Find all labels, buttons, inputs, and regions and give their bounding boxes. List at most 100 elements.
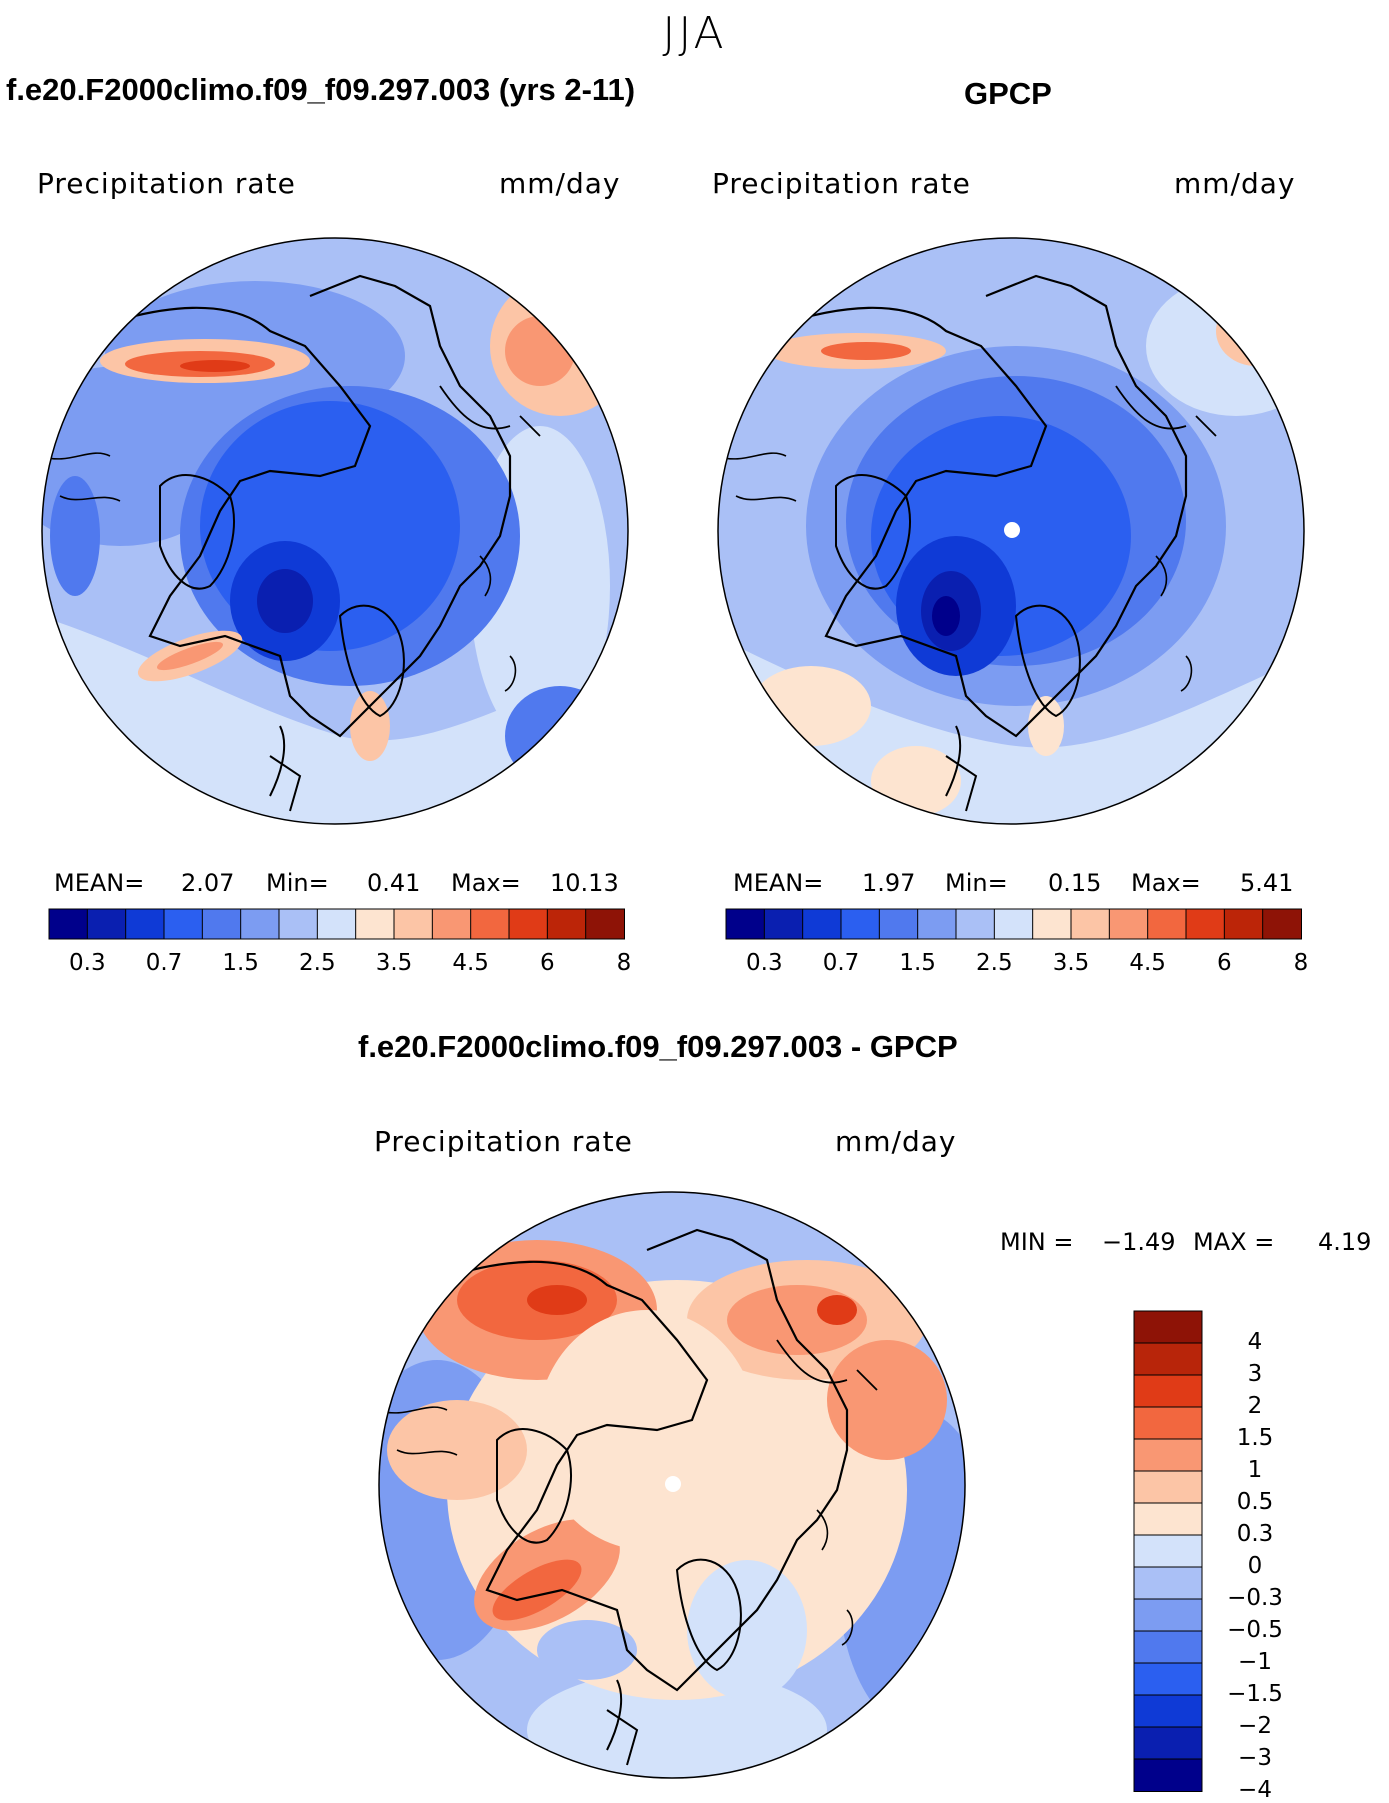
colorbar-swatch bbox=[431, 908, 472, 940]
model-polar-map bbox=[41, 237, 629, 825]
colorbar-swatch bbox=[917, 908, 957, 940]
difference-units-label: mm/day bbox=[835, 1125, 957, 1158]
colorbar-tick-label: 0.3 bbox=[1236, 1521, 1274, 1547]
colorbar-swatch bbox=[278, 908, 319, 940]
model-mean-value: 2.07 bbox=[181, 869, 235, 897]
colorbar-swatch bbox=[1147, 908, 1188, 940]
model-panel-title: f.e20.F2000climo.f09_f09.297.003 (yrs 2-… bbox=[6, 72, 636, 107]
model-max-label: Max= bbox=[451, 869, 521, 897]
difference-min-value: −1.49 bbox=[1102, 1228, 1176, 1256]
model-colorbar bbox=[48, 908, 625, 940]
colorbar-tick-label: 0.7 bbox=[145, 950, 183, 976]
colorbar-tick-label: 1 bbox=[1247, 1457, 1263, 1483]
difference-colorbar-ticks: 4 3 2 1.5 1 0.5 0.3 0 −0.3 −0.5 −1 −1.5 −2 −3 −4 bbox=[1210, 1311, 1320, 1803]
obs-colorbar bbox=[725, 908, 1302, 940]
colorbar-swatch bbox=[802, 908, 842, 940]
difference-min-label: MIN = bbox=[1000, 1228, 1074, 1256]
difference-max-value: 4.19 bbox=[1318, 1228, 1372, 1256]
colorbar-tick-label: 1.5 bbox=[1236, 1425, 1274, 1451]
model-variable-label: Precipitation rate bbox=[37, 167, 296, 200]
colorbar-tick-label: −2 bbox=[1238, 1713, 1272, 1739]
obs-min-value: 0.15 bbox=[1048, 869, 1102, 897]
colorbar-tick-label: 2.5 bbox=[299, 950, 336, 976]
colorbar-swatch bbox=[1133, 1502, 1203, 1536]
colorbar-swatch bbox=[470, 908, 511, 940]
model-mean-label: MEAN= bbox=[54, 869, 145, 897]
difference-polar-map bbox=[378, 1191, 966, 1779]
colorbar-swatch bbox=[1133, 1726, 1203, 1760]
colorbar-swatch bbox=[1133, 1758, 1203, 1792]
obs-mean-value: 1.97 bbox=[862, 869, 916, 897]
colorbar-swatch bbox=[355, 908, 396, 940]
colorbar-swatch bbox=[993, 908, 1034, 940]
colorbar-tick-label: 1.5 bbox=[222, 950, 259, 976]
colorbar-tick-label: −4 bbox=[1238, 1777, 1272, 1803]
colorbar-tick-label: 0.3 bbox=[746, 950, 783, 976]
obs-max-value: 5.41 bbox=[1240, 869, 1294, 897]
colorbar-swatch bbox=[240, 908, 280, 940]
colorbar-tick-label: 0.3 bbox=[69, 950, 106, 976]
colorbar-swatch bbox=[1133, 1534, 1203, 1568]
colorbar-tick-label: 6 bbox=[1217, 950, 1232, 976]
colorbar-swatch bbox=[1133, 1470, 1203, 1504]
colorbar-swatch bbox=[1133, 1566, 1203, 1600]
colorbar-tick-label: 2 bbox=[1247, 1393, 1263, 1419]
difference-title: f.e20.F2000climo.f09_f09.297.003 - GPCP bbox=[358, 1029, 958, 1064]
model-min-label: Min= bbox=[266, 869, 329, 897]
obs-panel-title: GPCP bbox=[964, 76, 1052, 111]
obs-mean-label: MEAN= bbox=[733, 869, 824, 897]
colorbar-swatch bbox=[1133, 1694, 1203, 1728]
colorbar-swatch bbox=[1185, 908, 1226, 940]
colorbar-swatch bbox=[585, 908, 625, 940]
colorbar-tick-label: −3 bbox=[1238, 1745, 1272, 1771]
colorbar-swatch bbox=[1133, 1310, 1203, 1344]
colorbar-tick-label: 3.5 bbox=[1052, 950, 1090, 976]
colorbar-swatch bbox=[163, 908, 204, 940]
obs-colorbar-ticks: 0.3 0.7 1.5 2.5 3.5 4.5 6 8 bbox=[726, 950, 1308, 980]
colorbar-swatch bbox=[1032, 908, 1073, 940]
colorbar-swatch bbox=[86, 908, 127, 940]
obs-max-label: Max= bbox=[1131, 869, 1201, 897]
colorbar-swatch bbox=[1133, 1406, 1203, 1440]
colorbar-swatch bbox=[316, 908, 357, 940]
model-min-value: 0.41 bbox=[367, 869, 421, 897]
colorbar-tick-label: 0 bbox=[1247, 1553, 1263, 1579]
colorbar-swatch bbox=[546, 908, 587, 940]
colorbar-tick-label: −0.5 bbox=[1227, 1617, 1283, 1643]
colorbar-swatch bbox=[955, 908, 996, 940]
obs-variable-label: Precipitation rate bbox=[712, 167, 971, 200]
colorbar-tick-label: 3 bbox=[1247, 1361, 1263, 1387]
colorbar-swatch bbox=[725, 908, 766, 940]
colorbar-swatch bbox=[1133, 1374, 1203, 1408]
season-title: JJA bbox=[662, 8, 727, 59]
model-max-value: 10.13 bbox=[550, 869, 619, 897]
obs-units-label: mm/day bbox=[1174, 167, 1296, 200]
colorbar-swatch bbox=[1262, 908, 1302, 940]
colorbar-swatch bbox=[1133, 1662, 1203, 1696]
model-colorbar-ticks: 0.3 0.7 1.5 2.5 3.5 4.5 6 8 bbox=[49, 950, 631, 980]
colorbar-swatch bbox=[1133, 1342, 1203, 1376]
colorbar-swatch bbox=[393, 908, 434, 940]
colorbar-swatch bbox=[1070, 908, 1111, 940]
colorbar-swatch bbox=[1133, 1438, 1203, 1472]
colorbar-swatch bbox=[201, 908, 242, 940]
colorbar-tick-label: 8 bbox=[616, 950, 632, 976]
colorbar-swatch bbox=[1108, 908, 1149, 940]
colorbar-tick-label: 0.5 bbox=[1236, 1489, 1274, 1515]
colorbar-swatch bbox=[508, 908, 549, 940]
difference-colorbar bbox=[1133, 1310, 1203, 1792]
colorbar-swatch bbox=[1223, 908, 1264, 940]
difference-variable-label: Precipitation rate bbox=[374, 1125, 633, 1158]
colorbar-tick-label: 4.5 bbox=[452, 950, 489, 976]
colorbar-swatch bbox=[1133, 1598, 1203, 1632]
colorbar-tick-label: −1 bbox=[1238, 1649, 1272, 1675]
colorbar-tick-label: 6 bbox=[540, 950, 555, 976]
colorbar-tick-label: 4.5 bbox=[1129, 950, 1166, 976]
colorbar-tick-label: 4 bbox=[1247, 1329, 1263, 1355]
colorbar-tick-label: 8 bbox=[1293, 950, 1309, 976]
colorbar-tick-label: −0.3 bbox=[1227, 1585, 1283, 1611]
colorbar-swatch bbox=[763, 908, 804, 940]
obs-polar-map bbox=[717, 237, 1305, 825]
model-units-label: mm/day bbox=[499, 167, 621, 200]
colorbar-tick-label: 1.5 bbox=[899, 950, 936, 976]
